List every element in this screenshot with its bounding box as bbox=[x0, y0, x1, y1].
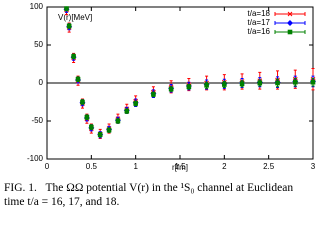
marker bbox=[106, 127, 112, 133]
marker bbox=[151, 92, 156, 97]
y-tick-label: -50 bbox=[31, 116, 43, 125]
y-tick-label: 0 bbox=[39, 78, 44, 87]
marker bbox=[186, 84, 192, 90]
y-tick-label: -100 bbox=[27, 154, 44, 163]
marker bbox=[275, 80, 280, 86]
caption-label: FIG. 1. bbox=[4, 182, 37, 194]
y-axis-label: V(r)[MeV] bbox=[58, 13, 92, 22]
marker bbox=[168, 86, 174, 92]
marker bbox=[66, 23, 72, 29]
marker bbox=[89, 124, 94, 130]
legend-marker bbox=[286, 19, 294, 27]
marker bbox=[310, 79, 316, 85]
marker bbox=[71, 54, 76, 59]
marker bbox=[133, 101, 138, 106]
y-tick-label: 50 bbox=[34, 40, 43, 49]
marker bbox=[292, 79, 298, 85]
x-tick-label: 1 bbox=[133, 162, 138, 171]
marker bbox=[84, 114, 90, 120]
x-tick-label: 1.5 bbox=[174, 162, 186, 171]
x-axis-label: r[fm] bbox=[172, 163, 188, 172]
x-tick-label: 2.5 bbox=[263, 162, 275, 171]
caption-text: The ΩΩ potential V(r) in the ¹S₀ channel… bbox=[45, 182, 294, 194]
marker bbox=[257, 80, 263, 86]
marker bbox=[97, 132, 103, 137]
marker bbox=[222, 82, 227, 87]
x-tick-label: 2 bbox=[222, 162, 227, 171]
y-tick-label: 100 bbox=[30, 2, 44, 11]
caption: FIG. 1. The ΩΩ potential V(r) in the ¹S₀… bbox=[4, 181, 330, 209]
x-tick-label: 0 bbox=[45, 162, 50, 171]
legend-marker bbox=[287, 29, 293, 35]
caption-line: time t/a = 16, 17, and 18. bbox=[4, 196, 120, 208]
caption-line: FIG. 1. The ΩΩ potential V(r) in the ¹S₀… bbox=[4, 181, 330, 195]
marker bbox=[115, 118, 121, 124]
legend-label: t/a=16 bbox=[248, 27, 271, 36]
legend-label: t/a=18 bbox=[248, 9, 271, 18]
marker bbox=[204, 82, 209, 88]
x-tick-label: 0.5 bbox=[86, 162, 98, 171]
chart: V(r)[MeV] r[fm] -100 -50 0 50 100 0 0.5 1 1.5 2 2.… bbox=[27, 2, 317, 172]
marker bbox=[239, 81, 245, 87]
marker bbox=[64, 6, 69, 11]
marker bbox=[75, 76, 81, 82]
marker bbox=[80, 99, 85, 105]
legend-label: t/a=17 bbox=[248, 18, 271, 27]
x-tick-label: 3 bbox=[311, 162, 316, 171]
marker bbox=[124, 108, 130, 114]
legend-marker bbox=[287, 11, 293, 17]
